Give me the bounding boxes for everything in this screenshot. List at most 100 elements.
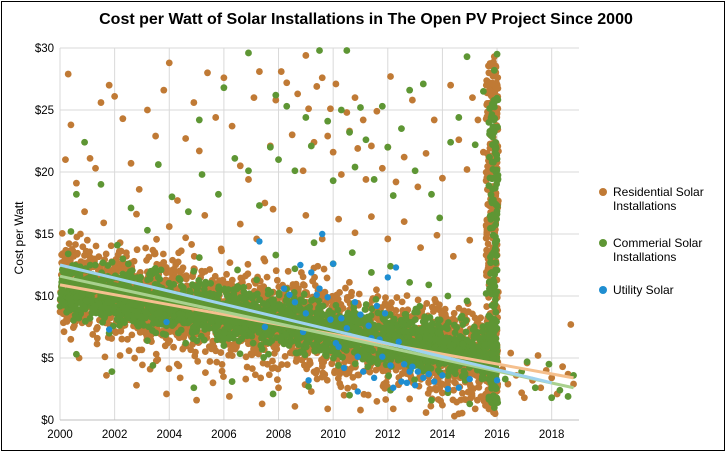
residential-point	[221, 280, 228, 287]
commercial-point	[394, 356, 402, 364]
residential-point	[117, 247, 125, 255]
residential-point	[269, 357, 276, 365]
commercial-point	[254, 290, 261, 298]
residential-point	[133, 381, 140, 389]
residential-point	[59, 250, 67, 257]
residential-point	[392, 366, 400, 374]
commercial-point	[175, 316, 182, 324]
residential-point	[212, 114, 220, 121]
commercial-point	[307, 297, 315, 304]
residential-point	[111, 92, 119, 100]
residential-point	[175, 362, 183, 370]
residential-point	[335, 215, 343, 223]
residential-point	[299, 281, 307, 288]
residential-point	[449, 396, 457, 404]
residential-point	[250, 349, 258, 357]
residential-point	[194, 358, 202, 365]
commercial-point	[264, 286, 272, 294]
residential-point	[336, 380, 344, 387]
residential-point	[93, 334, 101, 342]
residential-point	[357, 406, 364, 414]
residential-point	[337, 171, 345, 178]
commercial-point	[436, 316, 444, 324]
residential-point	[373, 286, 380, 294]
residential-point	[450, 309, 458, 317]
commercial-point	[169, 312, 177, 320]
residential-point	[368, 142, 375, 150]
commercial-point	[176, 310, 184, 318]
residential-point	[213, 358, 221, 366]
residential-point	[463, 166, 471, 173]
residential-point	[289, 281, 297, 288]
residential-point	[373, 398, 381, 405]
commercial-point	[479, 323, 487, 330]
commercial-point	[421, 317, 429, 325]
residential-point	[424, 389, 432, 397]
commercial-point	[240, 283, 248, 291]
residential-point	[174, 197, 181, 204]
residential-point	[211, 272, 219, 280]
commercial-point	[323, 352, 330, 360]
residential-point	[346, 357, 354, 365]
commercial-point	[239, 295, 247, 303]
commercial-point	[119, 270, 127, 278]
residential-point	[218, 361, 226, 368]
commercial-point	[95, 300, 103, 308]
residential-point	[452, 379, 459, 387]
residential-point	[479, 148, 487, 156]
residential-point	[58, 229, 66, 237]
residential-point	[504, 380, 512, 388]
commercial-point	[411, 316, 419, 323]
residential-point	[177, 247, 185, 255]
residential-point	[101, 353, 109, 361]
commercial-point	[271, 325, 278, 333]
commercial-point	[387, 356, 395, 364]
residential-point	[422, 150, 430, 157]
residential-point	[152, 132, 160, 140]
residential-point	[269, 205, 277, 213]
commercial-point	[63, 308, 71, 316]
commercial-point	[145, 323, 153, 331]
residential-point	[293, 355, 301, 362]
residential-point	[242, 272, 249, 280]
residential-point	[62, 156, 69, 164]
residential-point	[286, 226, 293, 234]
residential-point	[548, 374, 556, 382]
residential-point	[484, 240, 492, 248]
residential-point	[70, 322, 78, 330]
residential-point	[438, 389, 446, 397]
residential-point	[320, 265, 328, 273]
commercial-point	[158, 315, 165, 322]
residential-point	[165, 59, 173, 67]
residential-point	[483, 231, 491, 238]
residential-point	[202, 369, 209, 377]
residential-point	[570, 380, 577, 388]
residential-point	[286, 349, 294, 357]
residential-point	[359, 116, 367, 124]
residential-point	[406, 395, 414, 403]
residential-point	[447, 81, 455, 89]
residential-point	[450, 386, 458, 394]
residential-point	[275, 283, 283, 291]
residential-point	[486, 87, 494, 95]
residential-point	[64, 70, 72, 78]
commercial-point	[154, 274, 162, 281]
residential-point	[111, 328, 119, 335]
residential-point	[432, 386, 440, 394]
residential-point	[441, 305, 449, 313]
residential-point	[182, 135, 190, 142]
residential-point	[389, 405, 397, 413]
commercial-point	[124, 270, 132, 278]
commercial-point	[99, 318, 107, 326]
residential-point	[138, 361, 146, 369]
residential-point	[160, 258, 168, 266]
commercial-point	[248, 294, 256, 302]
residential-point	[559, 363, 567, 371]
commercial-point	[108, 258, 116, 266]
residential-point	[125, 347, 133, 355]
residential-point	[455, 304, 463, 312]
residential-point	[283, 79, 291, 87]
residential-point	[257, 374, 265, 382]
residential-point	[81, 208, 88, 216]
residential-point	[273, 376, 281, 384]
